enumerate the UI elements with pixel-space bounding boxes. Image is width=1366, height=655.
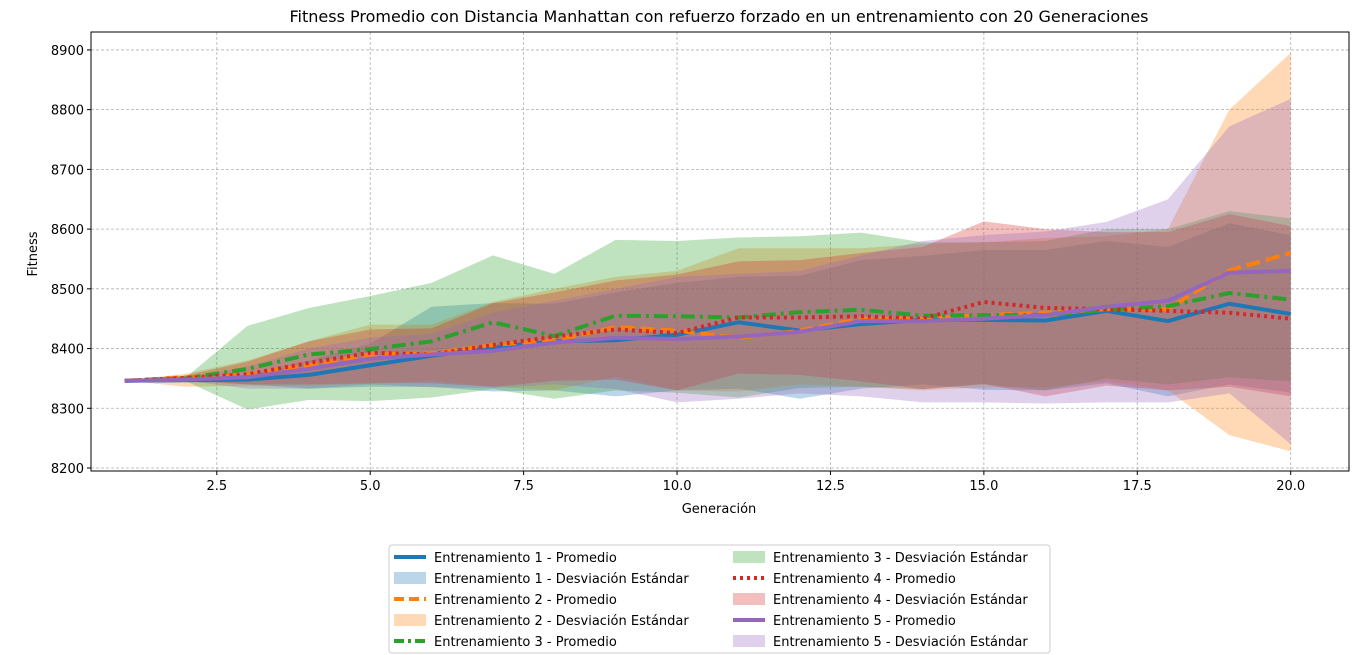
chart-title: Fitness Promedio con Distancia Manhattan… xyxy=(289,7,1148,26)
legend-label: Entrenamiento 1 - Promedio xyxy=(434,551,617,566)
plot-background xyxy=(91,32,1349,471)
legend-label: Entrenamiento 5 - Promedio xyxy=(773,614,956,629)
y-tick-label: 8700 xyxy=(51,163,84,178)
legend-swatch-band-3 xyxy=(733,551,765,563)
legend-label: Entrenamiento 5 - Desviación Estándar xyxy=(773,635,1028,650)
plot-frame xyxy=(90,31,1350,472)
mean-line-5 xyxy=(124,268,1291,383)
legend-label: Entrenamiento 2 - Promedio xyxy=(434,593,617,608)
y-tick-label: 8300 xyxy=(51,402,84,417)
legend-swatch-band-1 xyxy=(394,572,426,584)
y-axis-ticks: 8200 8300 8400 8500 8600 8700 8800 8900 xyxy=(51,44,91,477)
y-axis-label: Fitness xyxy=(26,231,41,276)
x-tick-label: 15.0 xyxy=(969,479,998,494)
y-tick-label: 8600 xyxy=(51,223,84,238)
x-axis-ticks: 2.5 5.0 7.5 10.0 12.5 15.0 17.5 20.0 xyxy=(206,471,1305,494)
legend-label: Entrenamiento 4 - Promedio xyxy=(773,572,956,587)
plot-area xyxy=(90,31,1350,472)
legend-swatch-band-4 xyxy=(733,593,765,605)
y-tick-label: 8800 xyxy=(51,104,84,119)
legend-label: Entrenamiento 1 - Desviación Estándar xyxy=(434,572,689,587)
x-tick-label: 7.5 xyxy=(513,479,534,494)
legend-label: Entrenamiento 2 - Desviación Estándar xyxy=(434,614,689,629)
y-tick-label: 8500 xyxy=(51,283,84,298)
legend-label: Entrenamiento 3 - Desviación Estándar xyxy=(773,551,1028,566)
grid xyxy=(91,32,1349,471)
x-tick-label: 17.5 xyxy=(1123,479,1152,494)
x-tick-label: 10.0 xyxy=(663,479,692,494)
legend-label: Entrenamiento 4 - Desviación Estándar xyxy=(773,593,1028,608)
x-tick-label: 2.5 xyxy=(206,479,227,494)
legend-swatch-band-2 xyxy=(394,614,426,626)
x-tick-label: 12.5 xyxy=(816,479,845,494)
legend-label: Entrenamiento 3 - Promedio xyxy=(434,635,617,650)
mean-lines xyxy=(124,251,1292,383)
y-tick-label: 8200 xyxy=(51,462,84,477)
mean-line-2 xyxy=(124,251,1292,383)
std-band-4 xyxy=(124,214,1291,397)
x-tick-label: 20.0 xyxy=(1276,479,1305,494)
legend: Entrenamiento 1 - Promedio Entrenamiento … xyxy=(388,544,1051,654)
y-tick-label: 8400 xyxy=(51,343,84,358)
legend-frame xyxy=(388,544,1051,654)
x-tick-label: 5.0 xyxy=(360,479,381,494)
y-tick-label: 8900 xyxy=(51,44,84,59)
legend-swatch-band-5 xyxy=(733,635,765,647)
x-axis-label: Generación xyxy=(682,502,757,517)
